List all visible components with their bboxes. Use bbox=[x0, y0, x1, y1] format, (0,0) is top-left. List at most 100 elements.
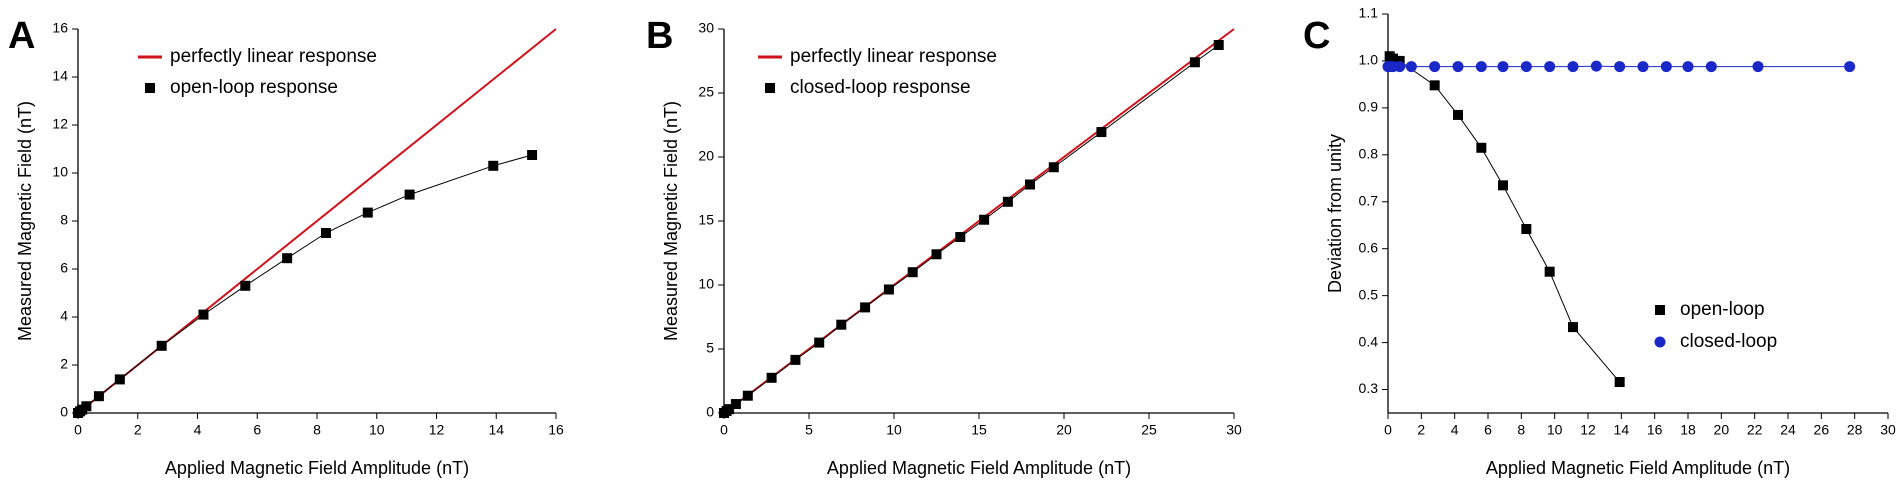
marker bbox=[282, 253, 293, 264]
x-tick-label: 30 bbox=[1880, 422, 1896, 438]
marker bbox=[742, 390, 753, 401]
y-tick-label: 0.5 bbox=[1359, 286, 1379, 302]
marker bbox=[1475, 61, 1487, 73]
marker bbox=[156, 340, 167, 351]
marker bbox=[1025, 179, 1035, 190]
x-tick-label: 6 bbox=[253, 422, 261, 438]
x-tick-label: 16 bbox=[548, 422, 564, 438]
x-tick-label: 5 bbox=[805, 422, 813, 438]
marker bbox=[1844, 61, 1856, 73]
marker bbox=[1002, 196, 1013, 207]
panel-label: A bbox=[8, 15, 35, 57]
legend-label: open-loop bbox=[1680, 299, 1765, 320]
y-tick-label: 1.1 bbox=[1359, 5, 1379, 21]
marker bbox=[1654, 336, 1666, 348]
y-tick-label: 0.3 bbox=[1359, 380, 1379, 396]
x-tick-label: 8 bbox=[313, 422, 321, 438]
y-tick-label: 25 bbox=[698, 84, 714, 100]
marker bbox=[1682, 61, 1694, 73]
y-tick-label: 20 bbox=[698, 148, 714, 164]
marker bbox=[1705, 61, 1717, 73]
marker bbox=[1544, 61, 1556, 73]
marker bbox=[1213, 40, 1224, 50]
y-axis-label: Measured Magnetic Field (nT) bbox=[15, 101, 35, 341]
marker bbox=[883, 284, 894, 295]
y-axis-label: Measured Magnetic Field (nT) bbox=[661, 101, 681, 341]
x-tick-label: 14 bbox=[488, 422, 504, 438]
marker bbox=[1096, 127, 1107, 138]
x-tick-label: 24 bbox=[1780, 422, 1796, 438]
y-tick-label: 14 bbox=[52, 68, 68, 84]
marker bbox=[1394, 61, 1406, 73]
y-tick-label: 6 bbox=[60, 260, 68, 276]
marker bbox=[730, 399, 741, 410]
panel-label: B bbox=[646, 15, 673, 57]
marker bbox=[1429, 61, 1441, 73]
marker bbox=[931, 249, 942, 260]
marker bbox=[1614, 61, 1626, 73]
marker bbox=[1590, 60, 1602, 72]
marker bbox=[1520, 61, 1532, 73]
x-tick-label: 10 bbox=[369, 422, 385, 438]
x-tick-label: 16 bbox=[1647, 422, 1663, 438]
y-tick-label: 15 bbox=[698, 212, 714, 228]
marker bbox=[836, 319, 847, 330]
x-tick-label: 8 bbox=[1517, 422, 1525, 438]
x-tick-label: 2 bbox=[134, 422, 142, 438]
x-tick-label: 0 bbox=[720, 422, 728, 438]
legend-label: perfectly linear response bbox=[790, 46, 997, 67]
marker bbox=[145, 83, 155, 93]
marker bbox=[1453, 109, 1463, 120]
x-tick-label: 0 bbox=[74, 422, 82, 438]
marker bbox=[1568, 322, 1578, 333]
marker bbox=[93, 391, 104, 402]
series-line bbox=[77, 154, 533, 414]
marker bbox=[814, 337, 825, 348]
y-tick-label: 0.8 bbox=[1359, 146, 1379, 162]
marker bbox=[1405, 61, 1417, 73]
legend-label: closed-loop bbox=[1680, 331, 1777, 352]
marker bbox=[1476, 142, 1487, 153]
x-tick-label: 28 bbox=[1847, 422, 1863, 438]
marker bbox=[1637, 61, 1649, 73]
marker bbox=[1497, 61, 1509, 73]
marker bbox=[1189, 57, 1200, 68]
y-tick-label: 12 bbox=[52, 116, 68, 132]
marker bbox=[240, 280, 251, 291]
marker bbox=[81, 401, 92, 412]
marker bbox=[1452, 61, 1464, 73]
marker bbox=[1498, 180, 1508, 191]
x-tick-label: 30 bbox=[1226, 422, 1242, 438]
x-axis-label: Applied Magnetic Field Amplitude (nT) bbox=[827, 458, 1131, 478]
marker bbox=[790, 354, 801, 365]
x-tick-label: 20 bbox=[1714, 422, 1730, 438]
marker bbox=[404, 189, 415, 200]
x-tick-label: 10 bbox=[886, 422, 902, 438]
x-tick-label: 12 bbox=[429, 422, 445, 438]
series-line bbox=[1389, 55, 1621, 383]
x-tick-label: 10 bbox=[1547, 422, 1563, 438]
marker bbox=[724, 404, 735, 415]
marker bbox=[488, 160, 499, 171]
legend-label: perfectly linear response bbox=[170, 46, 377, 67]
marker bbox=[766, 372, 777, 383]
y-tick-label: 30 bbox=[698, 20, 714, 36]
x-tick-label: 4 bbox=[194, 422, 202, 438]
marker bbox=[955, 232, 966, 242]
marker bbox=[1048, 162, 1059, 173]
y-tick-label: 10 bbox=[52, 164, 68, 180]
marker bbox=[1660, 61, 1672, 73]
marker bbox=[1544, 266, 1555, 277]
y-tick-label: 0.9 bbox=[1359, 99, 1379, 115]
x-tick-label: 15 bbox=[971, 422, 987, 438]
x-axis-label: Applied Magnetic Field Amplitude (nT) bbox=[1486, 458, 1790, 478]
x-tick-label: 26 bbox=[1814, 422, 1830, 438]
legend-label: open-loop response bbox=[170, 77, 338, 98]
plot: B 0 5 10 15 20 25 30 0 5 10 15 20 25 30 Applied Magneti… bbox=[646, 15, 1242, 478]
x-tick-label: 18 bbox=[1680, 422, 1696, 438]
x-tick-label: 0 bbox=[1384, 422, 1392, 438]
marker bbox=[907, 267, 918, 278]
x-tick-label: 20 bbox=[1056, 422, 1072, 438]
marker bbox=[860, 302, 871, 313]
